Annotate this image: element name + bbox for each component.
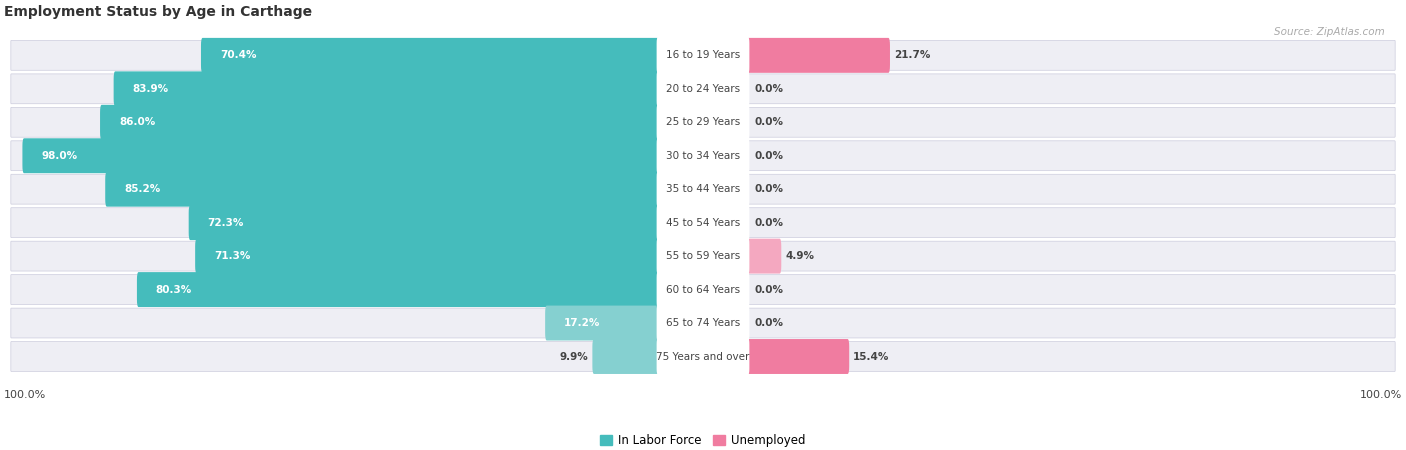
Text: 16 to 19 Years: 16 to 19 Years — [666, 50, 740, 60]
Text: 30 to 34 Years: 30 to 34 Years — [666, 151, 740, 161]
Text: 0.0%: 0.0% — [755, 184, 785, 194]
Text: Source: ZipAtlas.com: Source: ZipAtlas.com — [1274, 27, 1385, 37]
Text: 0.0%: 0.0% — [755, 151, 785, 161]
Text: 35 to 44 Years: 35 to 44 Years — [666, 184, 740, 194]
Text: 83.9%: 83.9% — [132, 84, 169, 94]
FancyBboxPatch shape — [11, 274, 1395, 305]
FancyBboxPatch shape — [747, 38, 890, 73]
Text: 17.2%: 17.2% — [564, 318, 600, 328]
Text: 70.4%: 70.4% — [219, 50, 256, 60]
Text: 9.9%: 9.9% — [560, 351, 589, 361]
FancyBboxPatch shape — [657, 305, 749, 342]
Text: 75 Years and over: 75 Years and over — [657, 351, 749, 361]
FancyBboxPatch shape — [136, 272, 659, 307]
FancyBboxPatch shape — [657, 70, 749, 107]
FancyBboxPatch shape — [114, 72, 659, 106]
FancyBboxPatch shape — [657, 171, 749, 208]
Text: 86.0%: 86.0% — [120, 117, 155, 127]
Text: 55 to 59 Years: 55 to 59 Years — [666, 251, 740, 261]
Text: 71.3%: 71.3% — [214, 251, 250, 261]
FancyBboxPatch shape — [592, 339, 659, 374]
FancyBboxPatch shape — [188, 205, 659, 240]
FancyBboxPatch shape — [11, 108, 1395, 137]
FancyBboxPatch shape — [105, 172, 659, 207]
Text: 60 to 64 Years: 60 to 64 Years — [666, 284, 740, 295]
Text: 15.4%: 15.4% — [853, 351, 890, 361]
Text: Employment Status by Age in Carthage: Employment Status by Age in Carthage — [4, 4, 312, 18]
Text: 85.2%: 85.2% — [124, 184, 160, 194]
FancyBboxPatch shape — [747, 339, 849, 374]
FancyBboxPatch shape — [11, 342, 1395, 371]
FancyBboxPatch shape — [657, 137, 749, 174]
Text: 21.7%: 21.7% — [894, 50, 931, 60]
Text: 0.0%: 0.0% — [755, 284, 785, 295]
Text: 80.3%: 80.3% — [156, 284, 193, 295]
FancyBboxPatch shape — [657, 104, 749, 141]
Text: 25 to 29 Years: 25 to 29 Years — [666, 117, 740, 127]
FancyBboxPatch shape — [11, 174, 1395, 204]
Text: 0.0%: 0.0% — [755, 84, 785, 94]
FancyBboxPatch shape — [657, 271, 749, 308]
FancyBboxPatch shape — [11, 208, 1395, 238]
FancyBboxPatch shape — [195, 238, 659, 274]
FancyBboxPatch shape — [657, 338, 749, 375]
FancyBboxPatch shape — [201, 38, 659, 73]
FancyBboxPatch shape — [11, 74, 1395, 104]
FancyBboxPatch shape — [11, 40, 1395, 70]
FancyBboxPatch shape — [657, 204, 749, 241]
Text: 100.0%: 100.0% — [1360, 390, 1402, 400]
FancyBboxPatch shape — [11, 241, 1395, 271]
Text: 0.0%: 0.0% — [755, 318, 785, 328]
Text: 20 to 24 Years: 20 to 24 Years — [666, 84, 740, 94]
Text: 72.3%: 72.3% — [208, 218, 245, 228]
FancyBboxPatch shape — [747, 238, 782, 274]
FancyBboxPatch shape — [11, 141, 1395, 171]
Text: 100.0%: 100.0% — [4, 390, 46, 400]
Legend: In Labor Force, Unemployed: In Labor Force, Unemployed — [596, 429, 810, 450]
FancyBboxPatch shape — [657, 37, 749, 74]
FancyBboxPatch shape — [11, 308, 1395, 338]
FancyBboxPatch shape — [546, 306, 659, 341]
FancyBboxPatch shape — [657, 238, 749, 274]
Text: 65 to 74 Years: 65 to 74 Years — [666, 318, 740, 328]
Text: 0.0%: 0.0% — [755, 218, 785, 228]
Text: 0.0%: 0.0% — [755, 117, 785, 127]
FancyBboxPatch shape — [22, 138, 659, 173]
Text: 98.0%: 98.0% — [41, 151, 77, 161]
Text: 4.9%: 4.9% — [785, 251, 814, 261]
FancyBboxPatch shape — [100, 105, 659, 140]
Text: 45 to 54 Years: 45 to 54 Years — [666, 218, 740, 228]
